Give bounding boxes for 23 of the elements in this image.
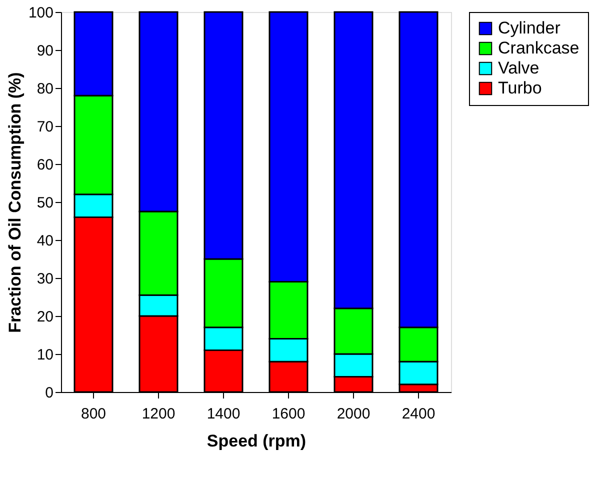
legend-label: Crankcase [498,38,580,58]
legend-label: Cylinder [498,18,561,38]
x-tick-label: 2400 [402,406,436,422]
y-tick-label: 10 [36,346,54,364]
y-tick-label: 60 [36,156,54,174]
x-axis-title: Speed (rpm) [206,432,306,450]
y-tick-label: 30 [36,270,54,288]
x-tick-label: 1600 [272,406,306,422]
y-axis-title: Fraction of Oil Consumption (%) [5,72,24,333]
y-tick-label: 100 [28,4,54,22]
x-tick-label: 800 [80,406,106,422]
y-tick-label: 90 [36,42,54,60]
y-tick-label: 0 [45,384,54,402]
x-tick-label: 1200 [142,406,176,422]
legend-label: Turbo [498,78,542,98]
x-tick-label: 1400 [206,406,240,422]
y-tick-label: 70 [36,118,54,136]
y-tick-label: 20 [36,308,54,326]
x-tick-label: 2000 [336,406,370,422]
y-tick-label: 50 [36,194,54,212]
y-tick-label: 80 [36,80,54,98]
y-tick-label: 40 [36,232,54,250]
legend-label: Valve [498,58,540,78]
